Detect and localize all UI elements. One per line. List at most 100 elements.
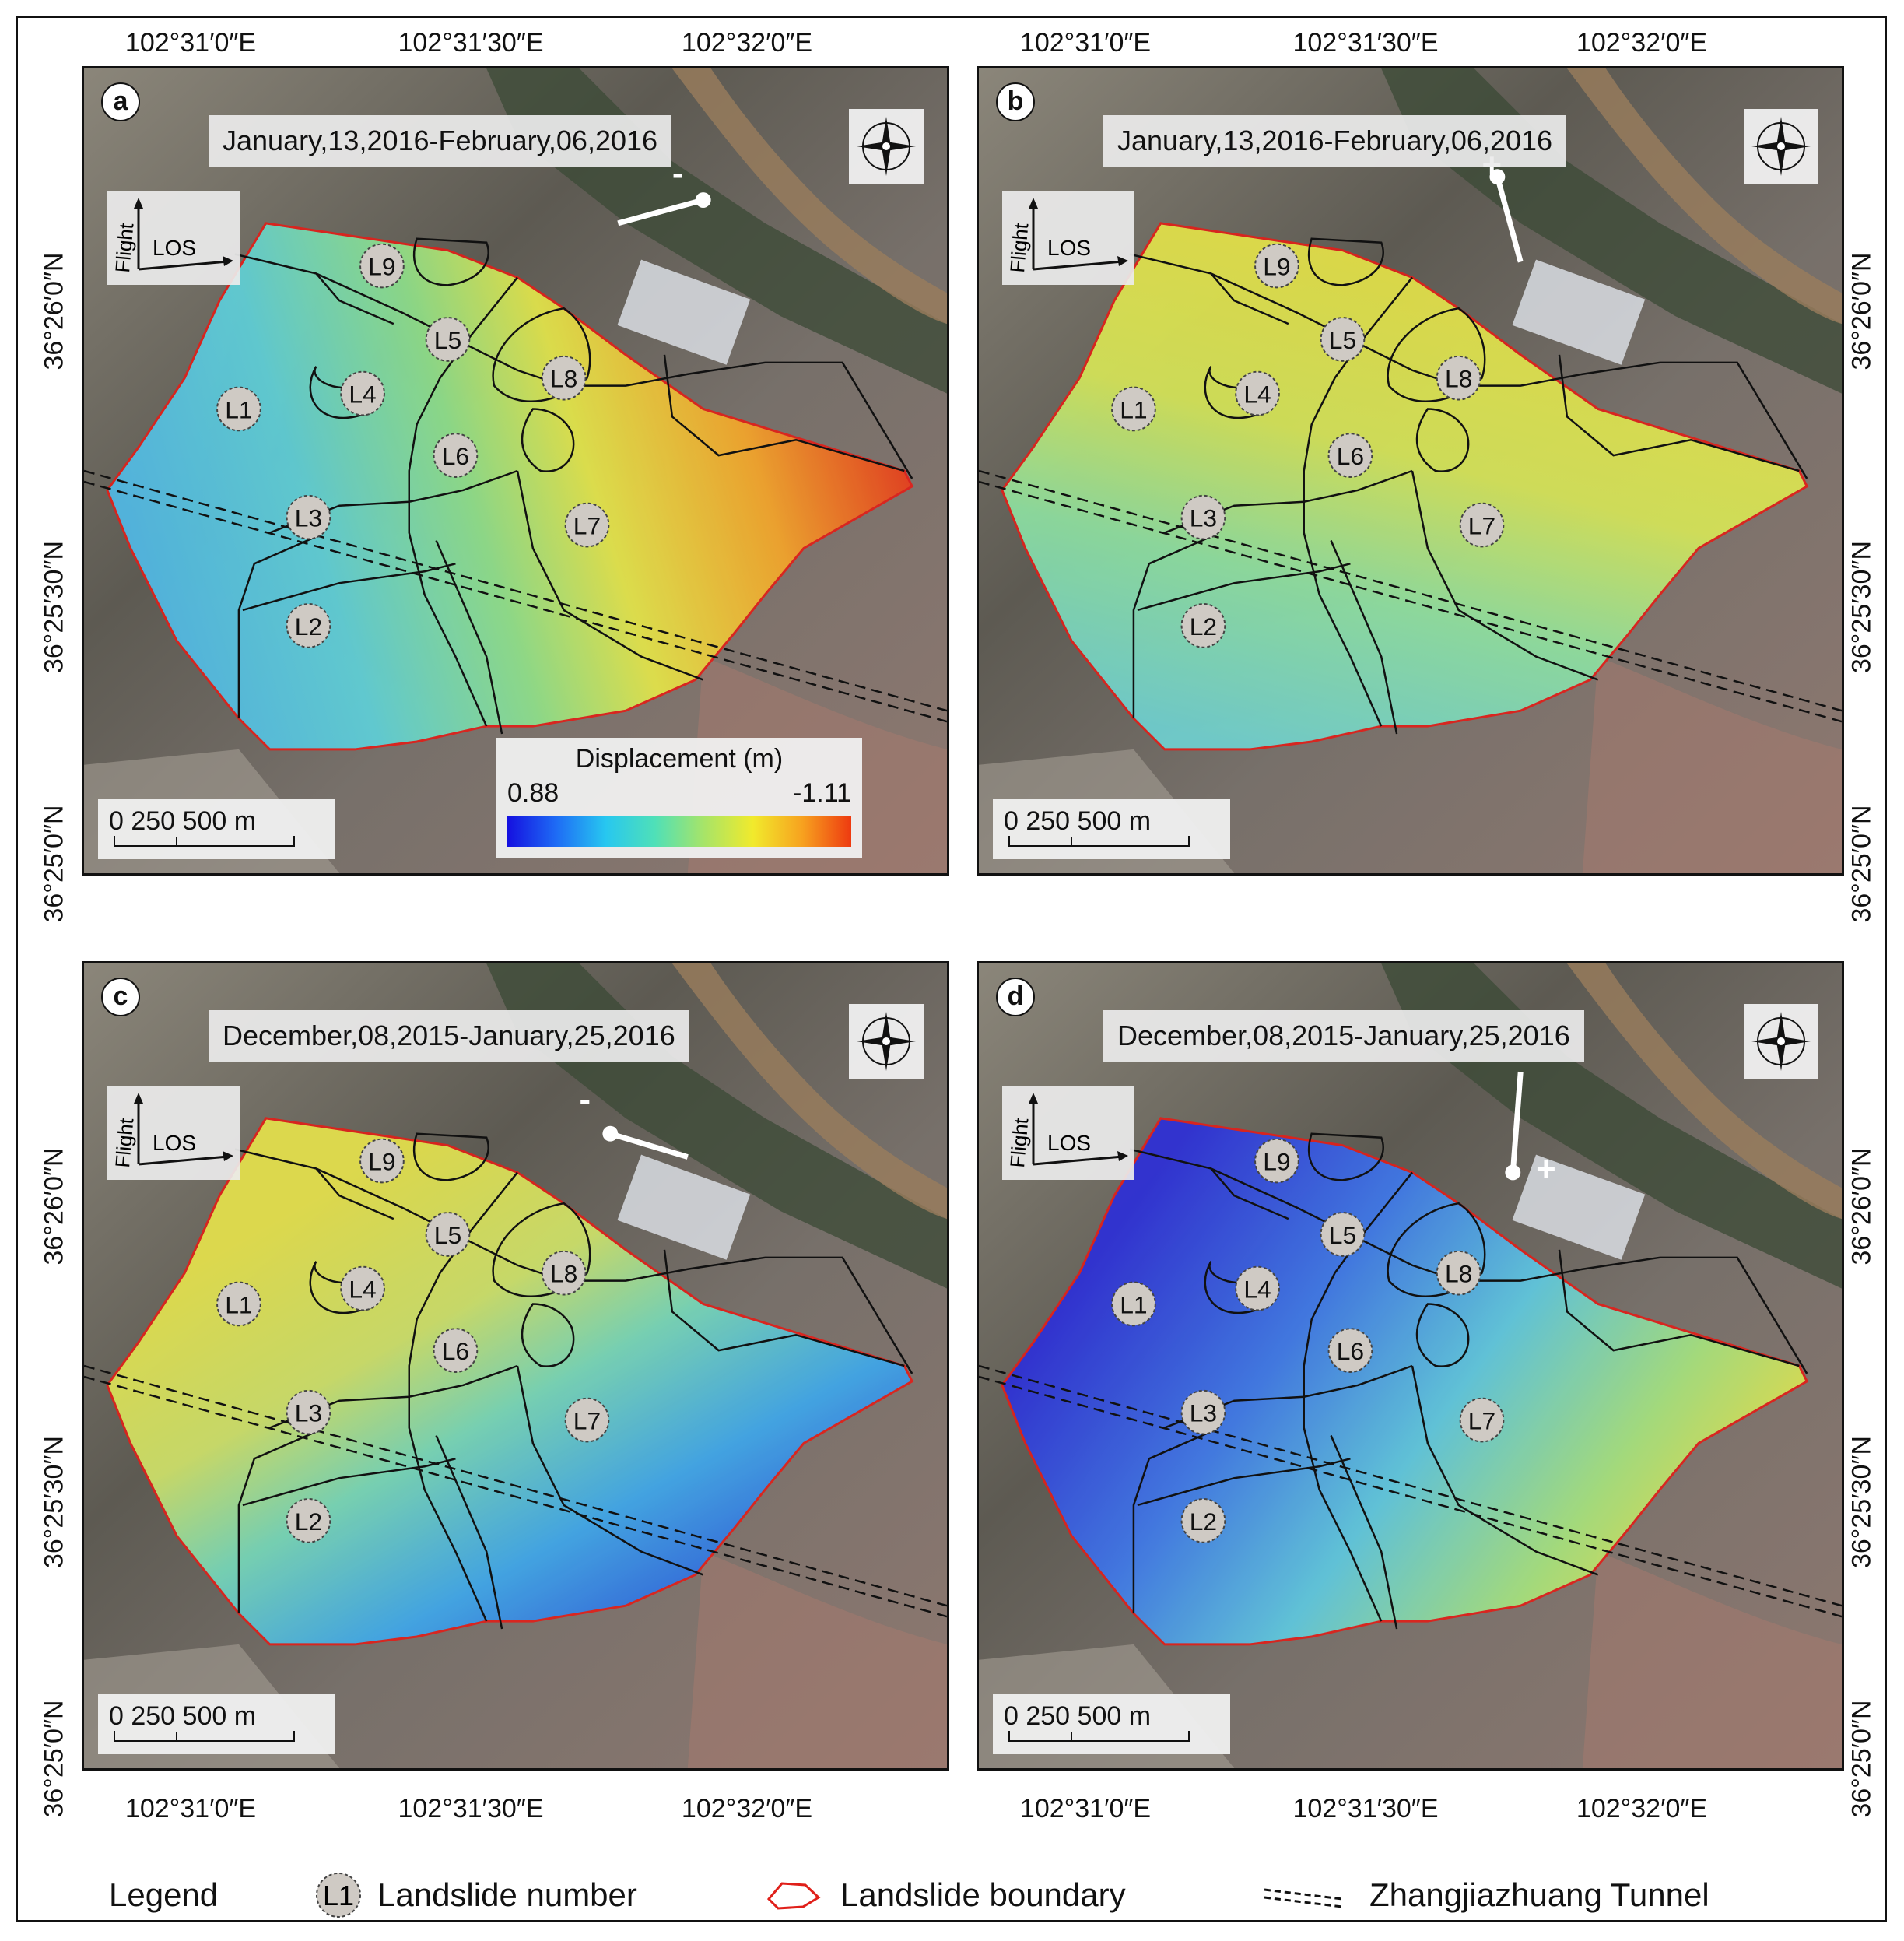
landslide-subboundary <box>492 1202 591 1297</box>
lon-label-bottom: 102°32′0″E <box>1576 1794 1708 1823</box>
landslide-subboundary <box>315 272 394 325</box>
landslide-label-text: L8 <box>1445 365 1472 393</box>
lat-label-left: 36°25′30″N <box>39 540 69 674</box>
svg-text:Flight: Flight <box>110 222 138 274</box>
landslide-subboundary <box>412 237 489 286</box>
date-range: January,13,2016-February,06,2016 <box>1103 115 1567 167</box>
landslide-label-text: L2 <box>295 1508 322 1536</box>
landslide-label-l9: L9 <box>359 243 405 289</box>
landslide-subboundary <box>1330 1434 1398 1630</box>
landslide-label-l4: L4 <box>340 1265 385 1311</box>
landslide-label-l9: L9 <box>359 1138 405 1184</box>
landslide-subboundary <box>435 1434 503 1630</box>
landslide-label-l4: L4 <box>340 370 385 416</box>
compass-icon <box>849 109 924 184</box>
lon-label-bottom: 102°32′0″E <box>681 1794 813 1823</box>
landslide-label-text: L4 <box>1243 1276 1271 1304</box>
landslide-label-text: L2 <box>1190 612 1217 641</box>
landslide-subboundary <box>516 470 704 681</box>
landslide-label-text: L8 <box>550 1260 577 1288</box>
landslide-label-text: L9 <box>1263 252 1290 280</box>
arrow-sign: + <box>1536 1150 1556 1188</box>
landslide-subboundary <box>1132 1430 1211 1614</box>
landslide-label-text: L4 <box>349 1276 376 1304</box>
landslide-subboundary <box>1307 1132 1384 1181</box>
legend-boundary-symbol <box>763 1868 825 1922</box>
legend-landslide-symbol-text: L1 <box>323 1880 354 1911</box>
scale-bar-label: 0 250 500 m <box>109 1701 257 1731</box>
displacement-legend-title: Displacement (m) <box>575 744 784 774</box>
arrow-sign: - <box>580 1080 591 1118</box>
lon-label-top: 102°31′30″E <box>398 28 544 58</box>
landslide-subboundary <box>521 408 575 472</box>
landslide-label-l3: L3 <box>286 494 331 540</box>
landslide-subboundary <box>1210 272 1289 325</box>
landslide-label-text: L5 <box>434 326 461 354</box>
map-panel-d: L1 L2 L3 L4 L5 L6 L7 L8 <box>977 961 1844 1771</box>
svg-text:LOS: LOS <box>153 1131 196 1155</box>
landslide-label-l7: L7 <box>564 502 610 548</box>
landslide-subboundary <box>242 1458 456 1507</box>
landslide-label-text: L3 <box>295 1399 322 1427</box>
displacement-legend-min: 0.88 <box>507 778 559 808</box>
landslide-subboundary <box>1387 307 1486 402</box>
landslide-label-l7: L7 <box>1459 502 1505 548</box>
lat-label-left: 36°26′0″N <box>39 252 69 370</box>
landslide-label-text: L5 <box>434 1221 461 1249</box>
landslide-label-l3: L3 <box>286 1389 331 1435</box>
landslide-subboundary <box>1387 1202 1486 1297</box>
landslide-label-text: L7 <box>573 1407 601 1435</box>
scale-bar-label: 0 250 500 m <box>109 806 257 836</box>
landslide-subboundary <box>1307 237 1384 286</box>
landslide-subboundary <box>521 1303 575 1367</box>
landslide-label-l2: L2 <box>1180 603 1226 648</box>
landslide-subboundary <box>1415 408 1470 472</box>
landslide-label-text: L1 <box>225 1290 252 1318</box>
landslide-label-text: L9 <box>368 1147 395 1175</box>
landslide-label-l1: L1 <box>1111 1281 1156 1327</box>
landslide-subboundary <box>516 1365 704 1576</box>
landslide-label-l4: L4 <box>1235 370 1280 416</box>
landslide-label-text: L8 <box>550 365 577 393</box>
legend-landslide-boundary: Landslide boundary <box>840 1876 1126 1913</box>
landslide-subboundary <box>492 307 591 402</box>
buildings <box>617 1154 751 1260</box>
svg-text:LOS: LOS <box>153 236 196 260</box>
lon-label-top: 102°32′0″E <box>1576 28 1708 58</box>
landslide-label-l6: L6 <box>1327 1328 1373 1373</box>
landslide-label-text: L2 <box>295 612 322 641</box>
landslide-label-text: L7 <box>1468 512 1495 540</box>
tunnel-line-2 <box>979 480 1842 723</box>
lon-label-bottom: 102°31′0″E <box>1019 1794 1152 1823</box>
eroded-terrain <box>687 1551 947 1768</box>
landslide-label-text: L4 <box>349 381 376 409</box>
landslide-subboundary <box>663 1249 905 1367</box>
buildings <box>617 259 751 365</box>
landslide-label-text: L9 <box>1263 1147 1290 1175</box>
landslide-label-l2: L2 <box>286 1498 331 1543</box>
landslide-subboundary <box>315 1167 394 1220</box>
landslide-label-l5: L5 <box>425 1212 471 1257</box>
map-canvas: L1 L2 L3 L4 L5 L6 L7 L8 <box>979 963 1842 1768</box>
landslide-subboundary <box>309 1261 372 1314</box>
eroded-terrain <box>1582 1551 1842 1768</box>
tunnel-line-1 <box>84 469 947 712</box>
los-flight-indicator: Flight LOS <box>107 191 240 285</box>
landslide-label-text: L1 <box>1120 395 1147 423</box>
landslide-label-text: L3 <box>1190 504 1217 532</box>
date-range: December,08,2015-January,25,2016 <box>1103 1010 1584 1062</box>
buildings <box>1512 1154 1646 1260</box>
landslide-label-l3: L3 <box>1180 1389 1226 1435</box>
displacement-legend: Displacement (m) 0.88 -1.11 <box>496 738 862 858</box>
landslide-subboundary <box>309 366 372 419</box>
landslide-label-text: L4 <box>1243 381 1271 409</box>
date-range: January,13,2016-February,06,2016 <box>209 115 672 167</box>
landslide-subboundary <box>242 563 456 612</box>
lon-label-top: 102°31′30″E <box>1292 28 1439 58</box>
scale-bar: 0 250 500 m <box>993 799 1230 859</box>
landslide-subboundary <box>1415 1303 1470 1367</box>
scale-bar: 0 250 500 m <box>98 799 335 859</box>
landslide-label-text: L6 <box>442 1337 469 1365</box>
landslide-label-text: L2 <box>1190 1508 1217 1536</box>
panel-letter: d <box>996 978 1035 1016</box>
